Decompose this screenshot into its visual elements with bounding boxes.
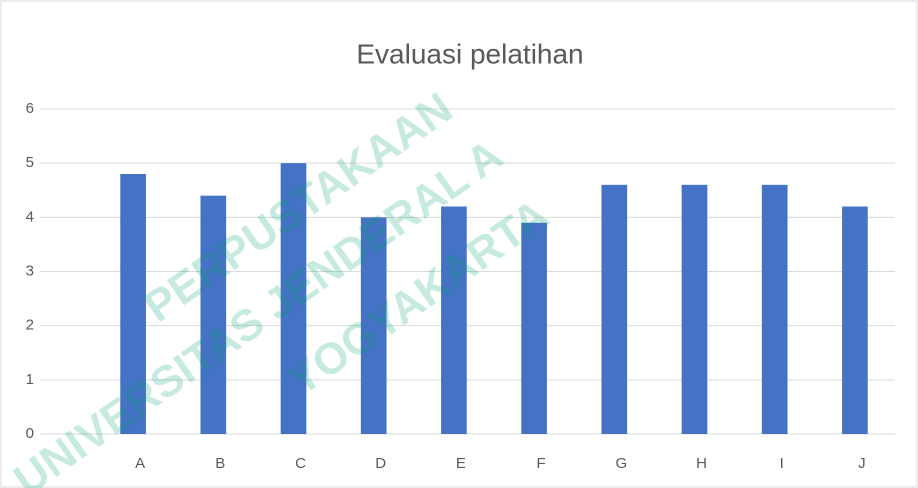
- y-tick-label: 4: [26, 208, 34, 225]
- bar: [360, 217, 387, 434]
- x-tick-label: D: [375, 455, 386, 472]
- x-tick-label: F: [537, 455, 546, 472]
- y-tick-label: 0: [26, 425, 34, 442]
- chart-title: Evaluasi pelatihan: [356, 38, 583, 69]
- y-tick-label: 6: [26, 100, 34, 117]
- y-tick-label: 2: [26, 317, 34, 334]
- y-tick-label: 3: [26, 262, 34, 279]
- bar: [280, 163, 307, 434]
- x-tick-label: J: [858, 455, 866, 472]
- bar: [200, 195, 227, 434]
- y-tick-label: 1: [26, 371, 34, 388]
- x-tick-label: E: [456, 455, 466, 472]
- x-tick-label: H: [696, 455, 707, 472]
- x-tick-label: C: [295, 455, 306, 472]
- bar: [441, 206, 467, 434]
- bar: [842, 206, 868, 434]
- bar: [601, 184, 628, 434]
- x-tick-label: G: [615, 455, 627, 472]
- bar: [120, 174, 146, 434]
- bar: [521, 222, 547, 434]
- y-tick-label: 5: [26, 154, 34, 171]
- bar: [761, 184, 788, 434]
- x-tick-label: I: [780, 455, 784, 472]
- bar: [681, 184, 708, 434]
- x-tick-label: A: [135, 455, 145, 472]
- x-tick-label: B: [215, 455, 225, 472]
